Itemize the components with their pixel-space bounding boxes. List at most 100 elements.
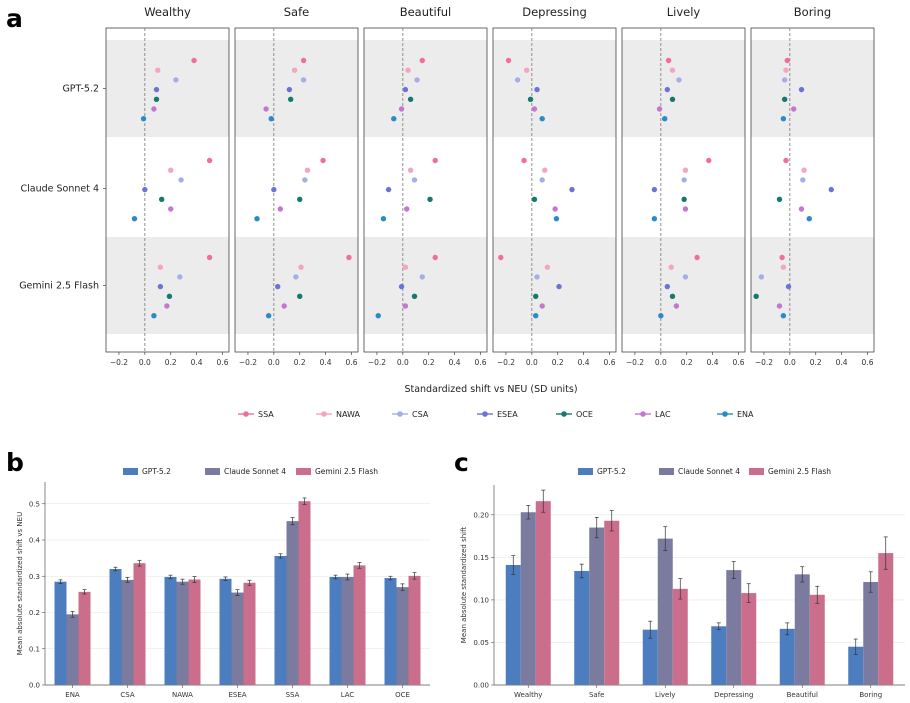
facet-frame — [234, 27, 359, 353]
x-tick-label: 0.6 — [217, 358, 229, 367]
dot-safe-gpt-5-2-ssa — [300, 57, 307, 64]
dot-lively-gpt-5-2-oce — [669, 96, 676, 103]
model-label-claude-sonnet-4: Claude Sonnet 4 — [20, 184, 99, 195]
dot-boring-claude-sonnet-4-lac — [798, 206, 805, 212]
bar-wealthy-claude-sonnet-4 — [520, 512, 536, 685]
x-tick-label: −0.2 — [239, 358, 257, 367]
bar-ena-claude-sonnet-4 — [66, 614, 79, 685]
y-tick-label: 0.4 — [29, 537, 41, 545]
panel-c-letter: c — [454, 448, 469, 477]
bar-wealthy-gpt-5-2 — [505, 565, 521, 685]
bar-ena-gpt-5-2 — [54, 581, 67, 685]
dot-lively-gemini-2-5-flash-csa — [682, 274, 689, 280]
dot-boring-gpt-5-2-ssa — [784, 57, 790, 64]
legend-label-claude-sonnet-4: Claude Sonnet 4 — [678, 467, 740, 476]
dot-depressing-claude-sonnet-4-ssa — [521, 157, 527, 164]
dot-beautiful-claude-sonnet-4-ena — [380, 216, 387, 222]
legend-label-gpt-5-2: GPT-5.2 — [142, 467, 171, 476]
dot-lively-claude-sonnet-4-nawa — [682, 167, 689, 173]
bar-lac-gpt-5-2 — [329, 576, 342, 685]
dot-wealthy-gemini-2-5-flash-oce — [166, 293, 173, 299]
dot-lively-claude-sonnet-4-csa — [681, 177, 687, 183]
dot-beautiful-claude-sonnet-4-nawa — [407, 167, 414, 173]
dot-safe-gpt-5-2-nawa — [291, 67, 298, 73]
x-tick-label: 0.6 — [346, 358, 358, 367]
row-band — [493, 40, 616, 137]
legend-swatch-claude-sonnet-4 — [205, 468, 220, 475]
bar-lively-gpt-5-2 — [642, 629, 658, 685]
x-tick-label-nawa: NAWA — [172, 691, 193, 699]
bar-csa-gpt-5-2 — [109, 569, 122, 685]
bar-oce-gpt-5-2 — [384, 578, 397, 685]
dot-wealthy-gpt-5-2-esea — [153, 86, 160, 93]
dot-boring-gemini-2-5-flash-ena — [780, 313, 787, 319]
dot-boring-gemini-2-5-flash-oce — [753, 293, 759, 299]
legend-label-nawa: NAWA — [336, 410, 360, 419]
dot-depressing-gpt-5-2-nawa — [523, 67, 530, 73]
dot-boring-gpt-5-2-nawa — [783, 67, 789, 73]
dot-depressing-gpt-5-2-lac — [531, 106, 538, 112]
dot-depressing-gemini-2-5-flash-nawa — [544, 264, 551, 270]
dot-beautiful-gpt-5-2-lac — [398, 106, 405, 112]
dot-wealthy-gemini-2-5-flash-ssa — [206, 254, 213, 261]
bar-ssa-gemini-2-5-flash — [298, 501, 311, 685]
dot-beautiful-gpt-5-2-ena — [391, 116, 397, 122]
dot-safe-gemini-2-5-flash-esea — [275, 283, 281, 290]
row-band — [622, 237, 745, 334]
x-tick-label: 0.4 — [449, 358, 461, 367]
dot-boring-claude-sonnet-4-oce — [776, 196, 783, 202]
legend-label-gemini-2-5-flash: Gemini 2.5 Flash — [768, 467, 831, 476]
dot-boring-gpt-5-2-lac — [791, 106, 797, 112]
bar-lively-claude-sonnet-4 — [657, 538, 673, 685]
dot-wealthy-gemini-2-5-flash-lac — [164, 303, 170, 309]
dot-depressing-gpt-5-2-csa — [514, 77, 521, 83]
dot-wealthy-claude-sonnet-4-oce — [158, 196, 165, 202]
bar-beautiful-claude-sonnet-4 — [794, 574, 810, 685]
legend-swatch-gpt-5-2 — [123, 468, 138, 475]
bar-csa-claude-sonnet-4 — [121, 579, 134, 685]
bar-beautiful-gpt-5-2 — [779, 628, 795, 685]
dot-safe-claude-sonnet-4-nawa — [304, 167, 311, 173]
bar-depressing-claude-sonnet-4 — [726, 570, 742, 685]
row-band — [106, 237, 229, 334]
dot-lively-gemini-2-5-flash-ssa — [694, 254, 700, 261]
dot-depressing-claude-sonnet-4-csa — [539, 177, 545, 183]
dot-beautiful-gemini-2-5-flash-ssa — [432, 254, 438, 261]
dot-safe-gemini-2-5-flash-ena — [265, 313, 272, 319]
dot-depressing-gemini-2-5-flash-lac — [539, 303, 545, 309]
dot-beautiful-gemini-2-5-flash-esea — [398, 283, 405, 290]
dot-wealthy-gemini-2-5-flash-ena — [151, 313, 157, 319]
dot-safe-gpt-5-2-lac — [263, 106, 269, 112]
dot-depressing-claude-sonnet-4-oce — [531, 196, 538, 202]
facet-frame — [105, 27, 230, 353]
dot-boring-gpt-5-2-oce — [781, 96, 788, 103]
dot-wealthy-gpt-5-2-ssa — [191, 57, 197, 64]
bar-boring-gemini-2-5-flash — [878, 553, 894, 685]
legend-marker-lac — [640, 411, 646, 417]
x-tick-label: 0.0 — [526, 358, 538, 367]
dot-safe-gemini-2-5-flash-oce — [297, 293, 303, 299]
bar-wealthy-gemini-2-5-flash — [535, 501, 551, 685]
y-tick-label: 0.00 — [473, 682, 489, 690]
dot-lively-claude-sonnet-4-esea — [651, 186, 658, 193]
x-tick-label-csa: CSA — [120, 691, 134, 699]
dot-safe-gemini-2-5-flash-nawa — [298, 264, 304, 270]
dot-beautiful-gpt-5-2-csa — [414, 77, 420, 83]
bar-esea-gemini-2-5-flash — [243, 582, 256, 685]
legend-label-esea: ESEA — [497, 410, 518, 419]
dot-lively-gpt-5-2-ena — [662, 116, 668, 122]
bar-nawa-claude-sonnet-4 — [176, 581, 189, 685]
dot-safe-gpt-5-2-ena — [268, 116, 274, 122]
legend-label-csa: CSA — [412, 410, 429, 419]
bar-safe-gemini-2-5-flash — [604, 520, 620, 685]
legend-label-gemini-2-5-flash: Gemini 2.5 Flash — [315, 467, 378, 476]
bar-depressing-gpt-5-2 — [711, 626, 727, 685]
x-tick-label: 0.6 — [604, 358, 616, 367]
dot-depressing-gemini-2-5-flash-csa — [534, 274, 540, 280]
dot-boring-claude-sonnet-4-ena — [806, 216, 812, 222]
bar-lac-gemini-2-5-flash — [353, 565, 366, 685]
bar-ssa-claude-sonnet-4 — [286, 521, 299, 685]
y-tick-label: 0.15 — [473, 554, 489, 562]
bar-csa-gemini-2-5-flash — [133, 563, 146, 685]
x-tick-label: 0.4 — [707, 358, 719, 367]
